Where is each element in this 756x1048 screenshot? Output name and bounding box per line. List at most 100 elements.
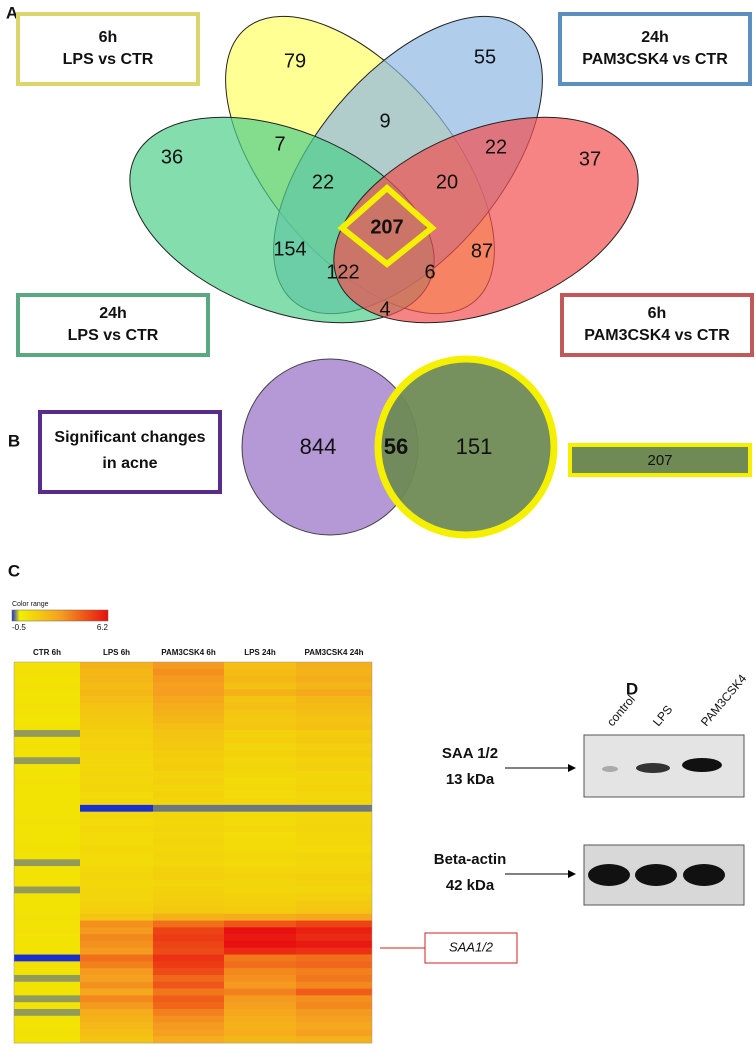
heatmap-cell: [80, 920, 153, 928]
heatmap-cell: [224, 934, 296, 942]
heatmap-cell: [153, 954, 224, 962]
condition-label: 6h: [99, 29, 118, 46]
column-header: LPS 24h: [244, 648, 276, 657]
region-count: 6: [424, 261, 435, 283]
condition-label: LPS vs CTR: [63, 51, 154, 68]
heatmap-cell: [296, 668, 372, 676]
count: 207: [647, 452, 672, 469]
heatmap-cell: [296, 1008, 372, 1017]
heatmap-cell: [80, 940, 153, 949]
heatmap-cell: [224, 1002, 296, 1010]
heatmap-cell: [224, 818, 296, 826]
heatmap-cell: [224, 852, 296, 860]
heatmap-cell: [296, 879, 372, 887]
heatmap-cell: [80, 866, 153, 874]
heatmap-cell: [80, 675, 153, 683]
heatmap-cell: [80, 845, 153, 853]
heatmap-cell: [296, 974, 372, 983]
heatmap-cell: [153, 723, 224, 731]
heatmap-cell: [296, 743, 372, 751]
heatmap-cell: [80, 716, 153, 724]
heatmap-cell: [296, 757, 372, 765]
region-count: 22: [485, 136, 507, 158]
heatmap-cell: [80, 893, 153, 901]
heatmap-cell: [296, 736, 372, 744]
heatmap-cell: [153, 743, 224, 751]
heatmap-cell: [14, 818, 80, 826]
heatmap-cell: [80, 968, 153, 976]
heatmap-cell: [296, 825, 372, 833]
heatmap-cell: [80, 1036, 153, 1044]
heatmap-cell: [224, 913, 296, 921]
heatmap-cell: [224, 879, 296, 887]
heatmap-cell: [14, 1015, 80, 1023]
heatmap-cell: [14, 750, 80, 758]
heatmap-cell: [296, 804, 372, 812]
heatmap-cell: [296, 716, 372, 724]
heatmap-cell: [153, 662, 224, 670]
heatmap-cell: [80, 696, 153, 704]
heatmap-cell: [153, 893, 224, 901]
heatmap-cell: [80, 791, 153, 799]
heatmap-cell: [224, 668, 296, 676]
heatmap-cell: [224, 845, 296, 853]
heatmap-cell: [80, 900, 153, 908]
heatmap-cell: [296, 1036, 372, 1044]
heatmap-cell: [296, 709, 372, 717]
heatmap-cell: [14, 764, 80, 772]
color-range-min: -0.5: [12, 623, 26, 632]
heatmap-cell: [80, 689, 153, 697]
heatmap-cell: [296, 947, 372, 955]
blot-name: SAA 1/2: [442, 745, 498, 762]
heatmap-cell: [153, 682, 224, 690]
heatmap-cell: [224, 682, 296, 690]
heatmap-cell: [14, 934, 80, 942]
heatmap-cell: [14, 954, 80, 962]
heatmap-cell: [224, 750, 296, 758]
heatmap-cell: [153, 818, 224, 826]
count: 151: [456, 434, 493, 459]
condition-box: [16, 293, 210, 357]
heatmap-cell: [80, 961, 153, 969]
heatmap-cell: [224, 872, 296, 881]
heatmap-cell: [224, 784, 296, 792]
heatmap-cell: [224, 696, 296, 704]
venn-b: [38, 355, 752, 539]
heatmap-cell: [80, 1002, 153, 1010]
ellipse-pam-6h: [333, 116, 639, 324]
condition-label: LPS vs CTR: [68, 327, 159, 344]
heatmap-cell: [80, 723, 153, 731]
band: [683, 864, 725, 886]
heatmap-cell: [153, 1002, 224, 1010]
heatmap-cell: [14, 893, 80, 901]
heatmap-cell: [224, 730, 296, 738]
heatmap-cell: [153, 811, 224, 819]
heatmap-cell: [80, 662, 153, 670]
column-header: PAM3CSK4 24h: [305, 648, 364, 657]
heatmap-cell: [14, 689, 80, 697]
heatmap-cell: [224, 1015, 296, 1023]
heatmap-cell: [80, 682, 153, 690]
heatmap-cell: [296, 886, 372, 894]
heatmap-cell: [153, 675, 224, 683]
region-count: 9: [379, 110, 390, 132]
heatmap-cell: [153, 974, 224, 983]
color-range-title: Color range: [12, 601, 49, 608]
heatmap-cell: [296, 995, 372, 1003]
heatmap-cell: [153, 1008, 224, 1017]
heatmap-cell: [14, 662, 80, 670]
panel-letter: A: [6, 3, 18, 22]
heatmap-cell: [14, 838, 80, 846]
heatmap-cell: [224, 927, 296, 935]
band: [682, 758, 722, 772]
blot-size: 13 kDa: [446, 771, 495, 788]
heatmap-cell: [224, 988, 296, 996]
heatmap-cell: [14, 981, 80, 989]
heatmap-cell: [14, 1029, 80, 1037]
heatmap-cell: [14, 716, 80, 724]
panel-letter: B: [8, 431, 20, 450]
heatmap-cell: [14, 723, 80, 731]
heatmap-cell: [14, 1036, 80, 1044]
heatmap-cell: [153, 838, 224, 846]
